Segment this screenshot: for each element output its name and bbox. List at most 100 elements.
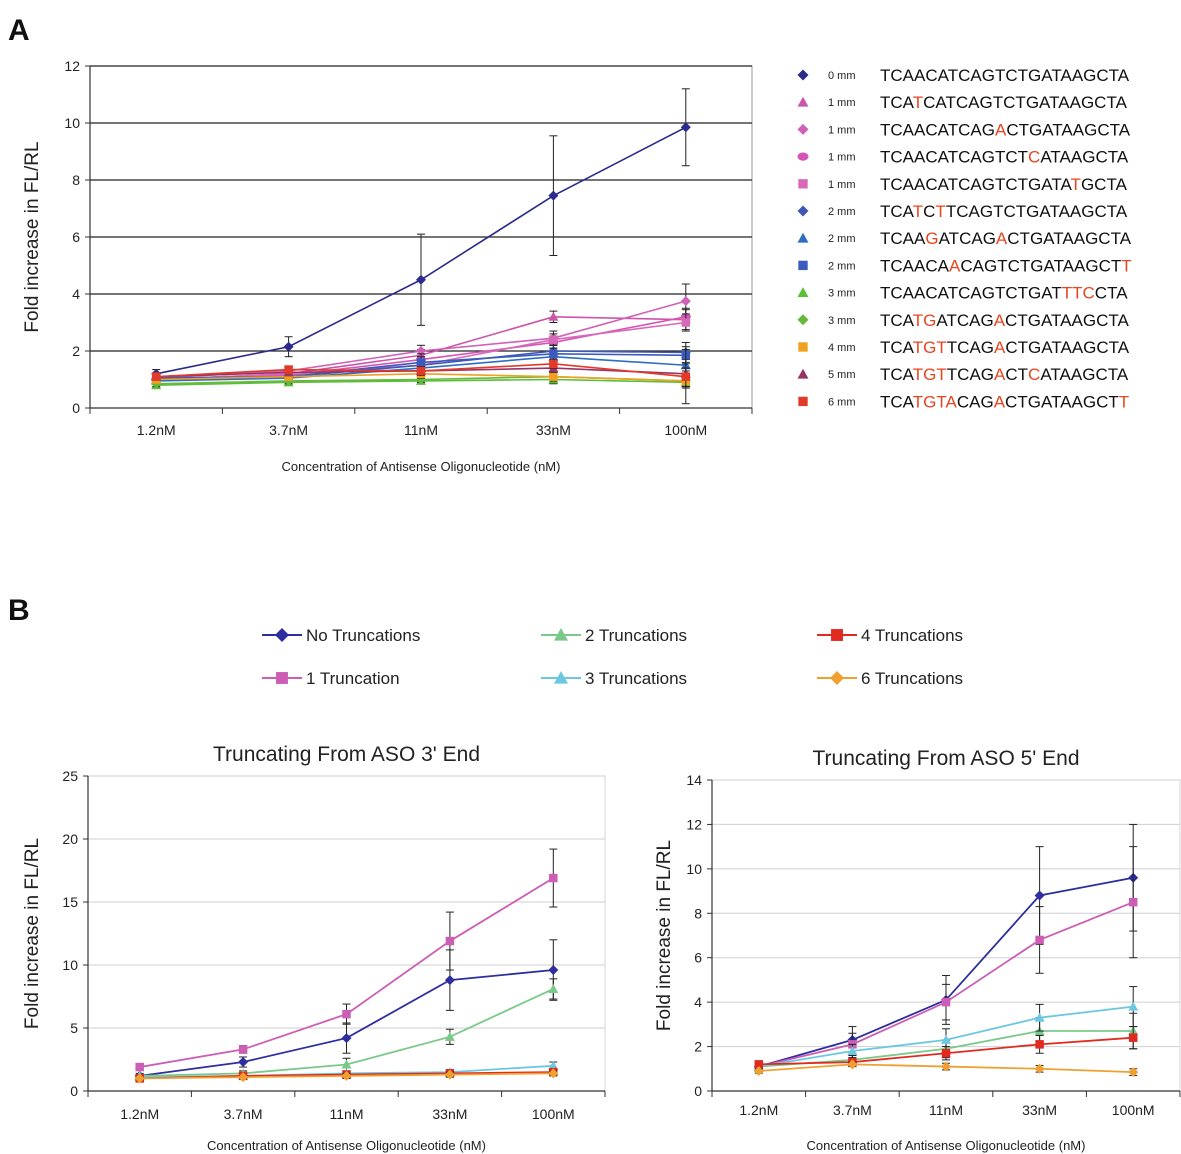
x-tick-label: 1.2nM — [120, 1106, 159, 1122]
series-12 — [151, 349, 691, 405]
y-tick-label: 10 — [64, 115, 80, 131]
legend-mismatch-label: 0 mm — [828, 70, 856, 82]
data-point — [753, 1066, 764, 1077]
chart-2: 0 2 4 6 8 10 12 14 1.2nM 3.7nM 11nM 33nM 100nM Concen… — [654, 747, 1181, 1153]
legend-marker — [798, 396, 808, 407]
legend-marker — [798, 342, 808, 352]
data-point — [1034, 1063, 1045, 1074]
legend-marker — [554, 628, 568, 641]
data-point — [134, 1073, 145, 1084]
legend-marker — [797, 368, 809, 379]
y-axis-label: Fold increase in FL/RL — [22, 141, 43, 332]
legend-mismatch-label: 4 mm — [828, 342, 856, 354]
x-tick-label: 1.2nM — [739, 1102, 778, 1118]
data-point — [941, 997, 951, 1007]
y-tick-label: 6 — [694, 950, 702, 966]
data-point — [1035, 935, 1044, 945]
data-point — [548, 190, 559, 201]
y-tick-label: 0 — [70, 1083, 78, 1099]
data-point — [681, 318, 691, 327]
data-point — [444, 1069, 455, 1080]
y-tick-label: 12 — [64, 58, 80, 74]
legend-marker — [797, 96, 809, 107]
legend-label: 1 Truncation — [306, 669, 400, 688]
legend-sequence: TCAACATCAGTCTGATTTCCTA — [880, 284, 1128, 303]
y-axis-label: Fold increase in FL/RL — [654, 840, 675, 1031]
data-point — [941, 1048, 951, 1058]
x-tick-label: 11nM — [404, 422, 438, 438]
legend-label: 6 Truncations — [861, 669, 963, 688]
legend-marker — [797, 205, 809, 217]
legend-mismatch-label: 1 mm — [828, 97, 856, 109]
y-tick-label: 8 — [694, 905, 702, 921]
data-point — [1128, 1067, 1139, 1078]
legend-marker — [798, 260, 808, 271]
legend-sequence: TCATCATCAGTCTGATAAGCTA — [880, 93, 1128, 112]
legend-mismatch-label: 1 mm — [828, 152, 856, 164]
data-point — [342, 1009, 351, 1019]
legend-sequence: TCAACAACAGTCTGATAAGCTT — [880, 256, 1132, 275]
y-axis-label: Fold increase in FL/RL — [22, 838, 43, 1029]
legend-label: 2 Truncations — [585, 626, 687, 645]
y-tick-label: 25 — [62, 768, 78, 784]
x-tick-label: 11nM — [330, 1106, 364, 1122]
data-point — [1034, 1012, 1045, 1022]
legend-mismatch-label: 3 mm — [828, 288, 856, 300]
series-5 — [753, 1059, 1139, 1078]
legend-a: 0 mm TCAACATCAGTCTGATAAGCTA 1 mm TCATCATCAG… — [797, 66, 1132, 411]
legend-mismatch-label: 5 mm — [828, 369, 856, 381]
y-tick-label: 8 — [72, 172, 80, 188]
y-tick-label: 4 — [694, 994, 702, 1010]
y-tick-label: 2 — [694, 1039, 702, 1055]
data-point — [754, 1060, 764, 1069]
y-tick-label: 10 — [686, 861, 702, 877]
data-point — [548, 311, 559, 321]
data-point — [548, 1060, 559, 1070]
data-point — [341, 1033, 352, 1044]
legend-sequence: TCATGATCAGACTGATAAGCTA — [880, 311, 1129, 330]
y-tick-label: 0 — [694, 1083, 702, 1099]
x-axis-label: Concentration of Antisense Oligonucleoti… — [282, 459, 561, 474]
x-axis-label: Concentration of Antisense Oligonucleoti… — [807, 1138, 1086, 1153]
data-point — [680, 122, 691, 133]
panel-label-b: B — [8, 594, 30, 627]
legend-marker — [797, 287, 809, 297]
chart-1: 0 5 10 15 20 25 1.2nM 3.7nM 11nM 33nM 100nM Concent… — [22, 743, 606, 1153]
data-point — [135, 1062, 144, 1072]
data-point — [444, 975, 455, 986]
data-point — [1034, 890, 1045, 901]
data-point — [548, 965, 559, 976]
data-point — [341, 1070, 352, 1081]
y-tick-label: 4 — [72, 286, 80, 302]
x-tick-label: 100nM — [1112, 1102, 1155, 1118]
legend-marker — [797, 123, 809, 135]
legend-marker — [830, 671, 844, 685]
legend-mismatch-label: 2 mm — [828, 260, 856, 272]
legend-mismatch-label: 2 mm — [828, 233, 856, 245]
legend-mismatch-label: 1 mm — [828, 179, 856, 191]
data-point — [1128, 897, 1138, 907]
data-point — [549, 335, 558, 344]
data-point — [1035, 1040, 1044, 1049]
y-tick-label: 6 — [72, 229, 80, 245]
x-tick-label: 1.2nM — [137, 422, 176, 438]
legend-b: No Truncations 1 Truncation 2 Truncations 3… — [262, 626, 963, 688]
legend-sequence: TCAACATCAGTCTGATATGCTA — [880, 175, 1128, 194]
data-point — [549, 372, 558, 381]
data-point — [284, 365, 293, 374]
data-point — [549, 349, 558, 359]
data-point — [847, 1059, 858, 1070]
legend-mismatch-label: 6 mm — [828, 396, 856, 408]
panel-label-a: A — [8, 14, 30, 47]
legend-marker — [275, 628, 289, 642]
legend-mismatch-label: 1 mm — [828, 124, 856, 136]
data-point — [549, 359, 558, 369]
series-3 — [753, 986, 1139, 1071]
y-tick-label: 14 — [686, 772, 702, 788]
legend-sequence: TCATGTTCAGACTCATAAGCTA — [880, 365, 1129, 384]
legend-label: 3 Truncations — [585, 669, 687, 688]
series-5 — [134, 1068, 559, 1084]
legend-sequence: TCATCTTCAGTCTGATAAGCTA — [880, 202, 1128, 221]
x-tick-label: 3.7nM — [833, 1102, 872, 1118]
data-point — [445, 936, 455, 946]
